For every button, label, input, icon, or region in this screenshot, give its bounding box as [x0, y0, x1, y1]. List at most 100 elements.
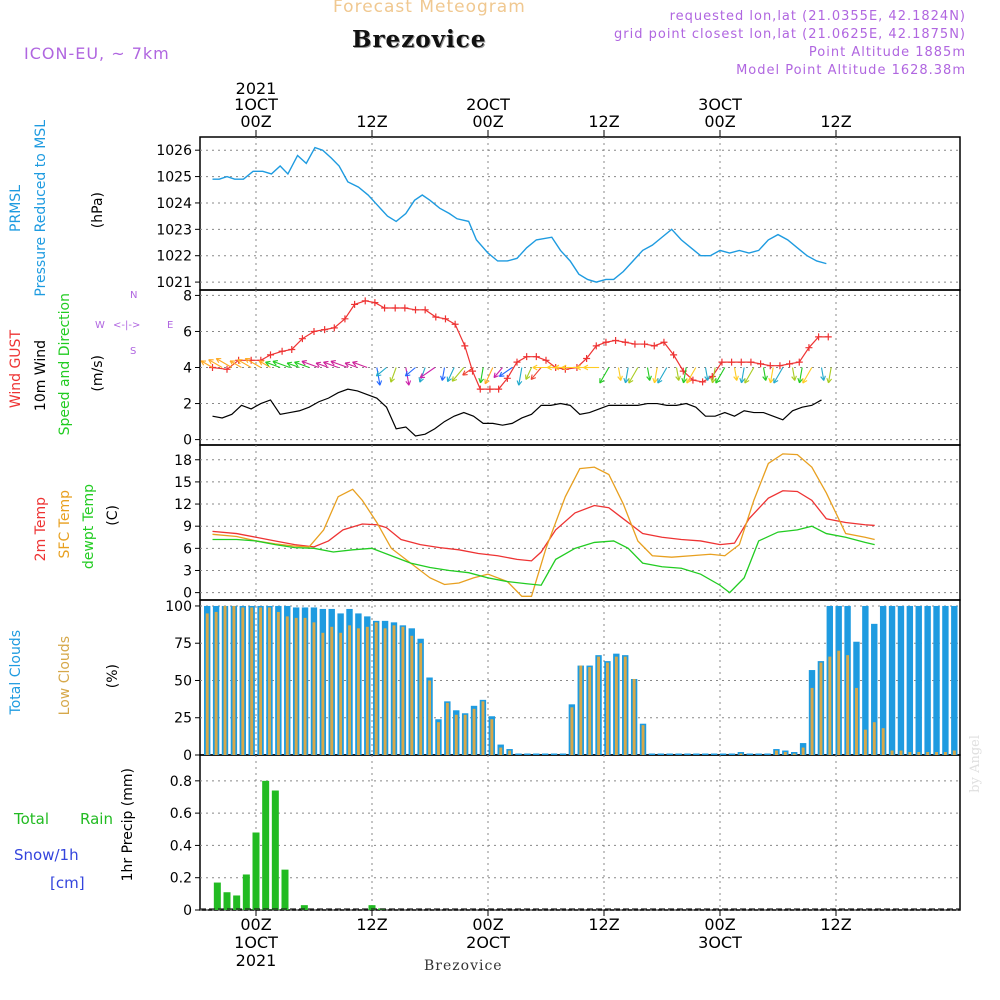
gust-marker — [310, 327, 318, 335]
low-cloud-bar — [508, 750, 512, 755]
low-cloud-bar — [339, 632, 343, 755]
low-cloud-bar — [419, 643, 423, 755]
y-tick-label-prmsl: 1025 — [156, 170, 192, 186]
top-tick-date: 3OCT — [698, 95, 742, 114]
wind-direction-arrowhead — [704, 375, 710, 381]
wind-direction-arrowhead — [229, 360, 236, 366]
gust-marker — [728, 358, 736, 366]
gust-marker — [786, 360, 794, 368]
rain-bar — [223, 892, 231, 910]
low-cloud-bar — [490, 719, 494, 755]
wind-direction-arrow — [447, 367, 455, 382]
wind-direction-arrow — [493, 367, 503, 378]
station-title: Brezovice — [352, 26, 487, 53]
top-tick-year: 2021 — [236, 79, 277, 98]
wind-direction-arrowhead — [258, 360, 265, 366]
total-cloud-bar — [541, 753, 549, 755]
low-cloud-bar — [881, 728, 885, 755]
total-cloud-bar — [684, 753, 691, 755]
wind-direction-arrowhead — [623, 377, 630, 384]
rain-bar — [368, 905, 376, 910]
wind-direction-arrowhead — [715, 378, 721, 384]
gust-marker — [766, 362, 774, 370]
gust-marker — [542, 356, 550, 364]
wind-direction-arrowhead — [418, 377, 424, 383]
gust-marker — [278, 347, 286, 355]
wind-direction-arrow — [525, 367, 532, 380]
gust-marker — [503, 374, 511, 382]
y-tick-label-clouds: 25 — [174, 711, 192, 727]
total-cloud-bar — [924, 605, 931, 755]
low-cloud-bar — [606, 662, 609, 755]
wind-direction-arrowhead — [478, 377, 485, 384]
gust-marker — [381, 304, 389, 312]
wind-direction-arrow — [405, 367, 410, 386]
rain-bar — [213, 882, 221, 910]
gust-marker — [747, 358, 755, 366]
low-cloud-bar — [614, 656, 618, 755]
model-label: ICON-EU, ~ 7km — [24, 44, 170, 63]
gust-marker — [421, 306, 429, 314]
wind-direction-arrow — [624, 367, 629, 383]
bottom-tick-date: 2OCT — [466, 933, 510, 952]
wind-direction-arrowhead — [652, 377, 659, 384]
low-cloud-bar — [268, 607, 271, 755]
wind-direction-arrow — [451, 367, 465, 382]
compass-s: S — [130, 346, 137, 357]
snow-unit-label: [cm] — [50, 874, 85, 892]
top-tick-hour: 12Z — [820, 112, 851, 131]
bottom-tick-date: 3OCT — [698, 933, 742, 952]
snow-label: Snow/1h — [14, 846, 79, 864]
wind-direction-arrowhead — [446, 376, 452, 383]
wind-direction-arrow — [330, 360, 349, 369]
y-tick-label-wind: 0 — [183, 433, 192, 449]
y-tick-label-precip: 0.4 — [170, 838, 192, 854]
total-rain-label-b: Rain — [80, 810, 113, 828]
y-tick-label-temperature: 18 — [174, 453, 192, 469]
wind-direction-arrowhead — [791, 375, 797, 381]
total-cloud-bar — [755, 753, 762, 755]
total-cloud-bar — [728, 753, 736, 755]
wind-direction-arrow — [740, 367, 745, 383]
wind-direction-arrow — [704, 367, 709, 381]
wind-direction-arrow — [237, 359, 252, 368]
gust-marker — [795, 358, 803, 366]
gust-marker — [641, 340, 649, 348]
low-cloud-bar — [472, 708, 476, 755]
total-cloud-bar — [942, 605, 949, 755]
wind-direction-arrowhead — [681, 377, 688, 384]
wind-direction-arrow — [827, 367, 832, 383]
wind-direction-arrow — [518, 367, 523, 386]
low-cloud-bar — [570, 707, 574, 755]
wind-direction-arrowhead — [265, 360, 271, 367]
low-cloud-bar — [428, 680, 432, 755]
wind-direction-arrow — [315, 362, 329, 369]
wind-direction-arrow — [686, 367, 697, 384]
low-cloud-bar — [952, 750, 956, 755]
gust-marker — [718, 358, 726, 366]
total-cloud-bar — [702, 753, 709, 755]
wind-direction-arrowhead — [646, 375, 652, 381]
wind-direction-arrowhead — [294, 360, 300, 367]
bottom-tick-hour: 12Z — [356, 915, 387, 934]
y-tick-label-temperature: 6 — [183, 541, 192, 557]
low-cloud-bar — [801, 747, 805, 755]
low-cloud-bar — [837, 650, 841, 755]
wind-direction-arrowhead — [802, 378, 808, 384]
wind-direction-arrow — [376, 367, 387, 377]
low-cloud-bar — [872, 722, 876, 755]
wind-direction-arrow — [405, 367, 416, 377]
low-cloud-bar — [597, 656, 601, 755]
total-rain-label-a: Total — [14, 810, 50, 828]
total-cloud-bar — [897, 605, 905, 755]
gust-marker — [612, 336, 620, 344]
wind-direction-arrowhead — [617, 375, 623, 381]
top-tick-hour: 12Z — [588, 112, 619, 131]
top-tick-hour: 00Z — [704, 112, 735, 131]
bottom-tick-hour: 12Z — [588, 915, 619, 934]
low-cloud-bar — [944, 752, 947, 755]
gust-marker — [737, 358, 745, 366]
rain-bar — [233, 895, 241, 910]
gust-marker — [267, 351, 274, 359]
